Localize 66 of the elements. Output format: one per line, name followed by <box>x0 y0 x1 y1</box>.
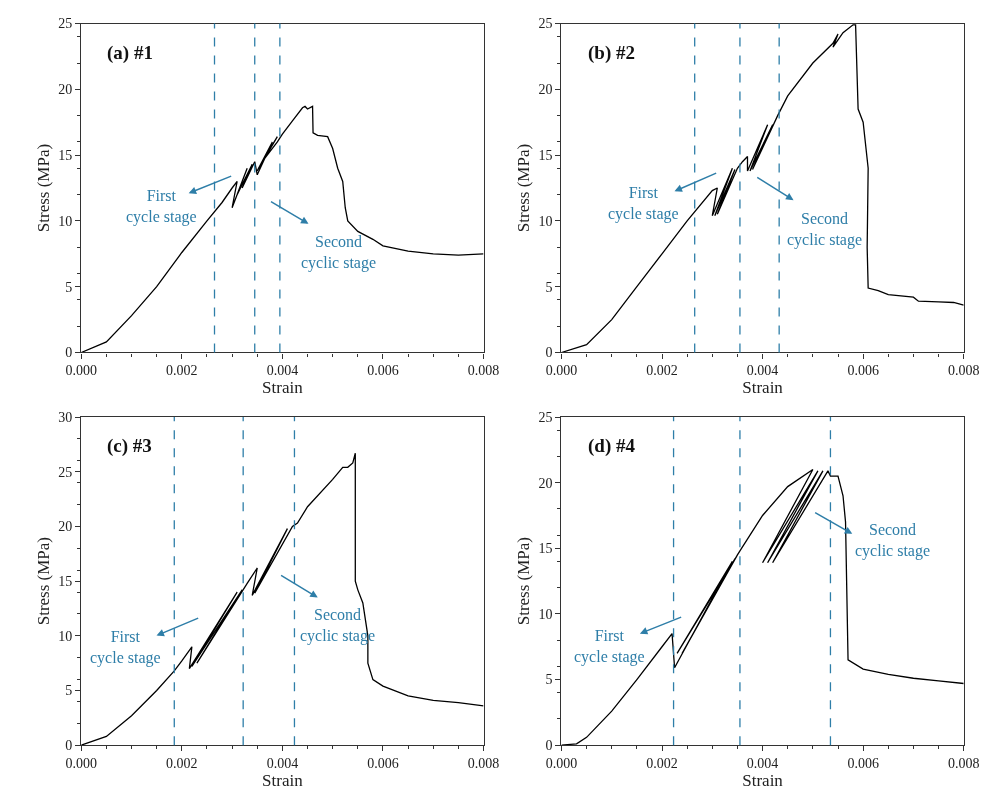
x-tick-label: 0.006 <box>367 756 399 772</box>
x-tick-label: 0.000 <box>545 756 578 772</box>
y-tick-label: 20 <box>58 519 73 535</box>
line-series <box>561 468 964 746</box>
y-tick-label: 5 <box>65 683 73 699</box>
x-tick-label: 0.008 <box>467 363 500 379</box>
x-tick-label: 0.002 <box>166 756 198 772</box>
y-axis-title: Stress (MPa) <box>33 536 53 626</box>
text: (c) #3 <box>107 435 152 457</box>
x-tick-label: 0.004 <box>266 756 299 772</box>
y-tick-label: 10 <box>58 628 73 644</box>
y-axis-title: Stress (MPa) <box>514 143 534 233</box>
annotation: First cycle stage <box>574 627 645 666</box>
y-tick-label: 15 <box>538 148 553 164</box>
y-tick-label: 5 <box>65 279 73 295</box>
x-tick-label: 0.008 <box>467 756 500 772</box>
y-tick-label: 10 <box>58 213 73 229</box>
x-tick-label: 0.002 <box>646 756 678 772</box>
x-tick-label: 0.008 <box>947 756 980 772</box>
x-tick-label: 0.000 <box>65 756 98 772</box>
x-axis-title: Strain <box>262 378 304 398</box>
x-tick-label: 0.008 <box>947 363 980 379</box>
annotation: Second cyclic stage <box>787 210 863 249</box>
annotation: First cycle stage <box>90 628 161 667</box>
y-tick-label: 0 <box>65 345 73 361</box>
y-tick-label: 20 <box>58 82 73 98</box>
x-tick-label: 0.002 <box>646 363 678 379</box>
y-tick-label: 5 <box>545 672 553 688</box>
annotation: First cycle stage <box>126 187 197 226</box>
y-tick-label: 0 <box>545 738 553 754</box>
x-tick-label: 0.000 <box>545 363 578 379</box>
text: (d) #4 <box>588 435 636 457</box>
line-series <box>81 105 484 353</box>
y-tick-label: 5 <box>545 279 553 295</box>
annotation: Second cyclic stage <box>301 233 377 272</box>
y-tick-label: 15 <box>538 541 553 557</box>
text: (b) #2 <box>588 42 635 64</box>
y-tick-label: 15 <box>58 148 73 164</box>
x-tick-label: 0.006 <box>847 756 879 772</box>
y-tick-label: 0 <box>545 345 553 361</box>
y-tick-label: 25 <box>538 16 553 32</box>
x-tick-label: 0.004 <box>266 363 299 379</box>
y-tick-label: 30 <box>58 409 73 425</box>
x-tick-label: 0.004 <box>746 363 779 379</box>
x-axis-title: Strain <box>742 378 784 398</box>
y-tick-label: 20 <box>538 82 553 98</box>
y-tick-label: 25 <box>58 16 73 32</box>
y-tick-label: 10 <box>538 606 553 622</box>
text: (a) #1 <box>107 42 153 64</box>
y-tick-label: 15 <box>58 574 73 590</box>
y-tick-label: 25 <box>538 409 553 425</box>
y-tick-label: 25 <box>58 464 73 480</box>
x-tick-label: 0.006 <box>367 363 399 379</box>
x-tick-label: 0.006 <box>847 363 879 379</box>
x-tick-label: 0.000 <box>65 363 98 379</box>
x-axis-title: Strain <box>262 771 304 791</box>
y-tick-label: 0 <box>65 738 73 754</box>
annotation: Second cyclic stage <box>855 521 931 560</box>
x-tick-label: 0.002 <box>166 363 198 379</box>
y-axis-title: Stress (MPa) <box>33 143 53 233</box>
y-axis-title: Stress (MPa) <box>514 536 534 626</box>
y-tick-label: 10 <box>538 213 553 229</box>
x-axis-title: Strain <box>742 771 784 791</box>
x-tick-label: 0.004 <box>746 756 779 772</box>
annotation: First cycle stage <box>608 184 679 223</box>
y-tick-label: 20 <box>538 475 553 491</box>
